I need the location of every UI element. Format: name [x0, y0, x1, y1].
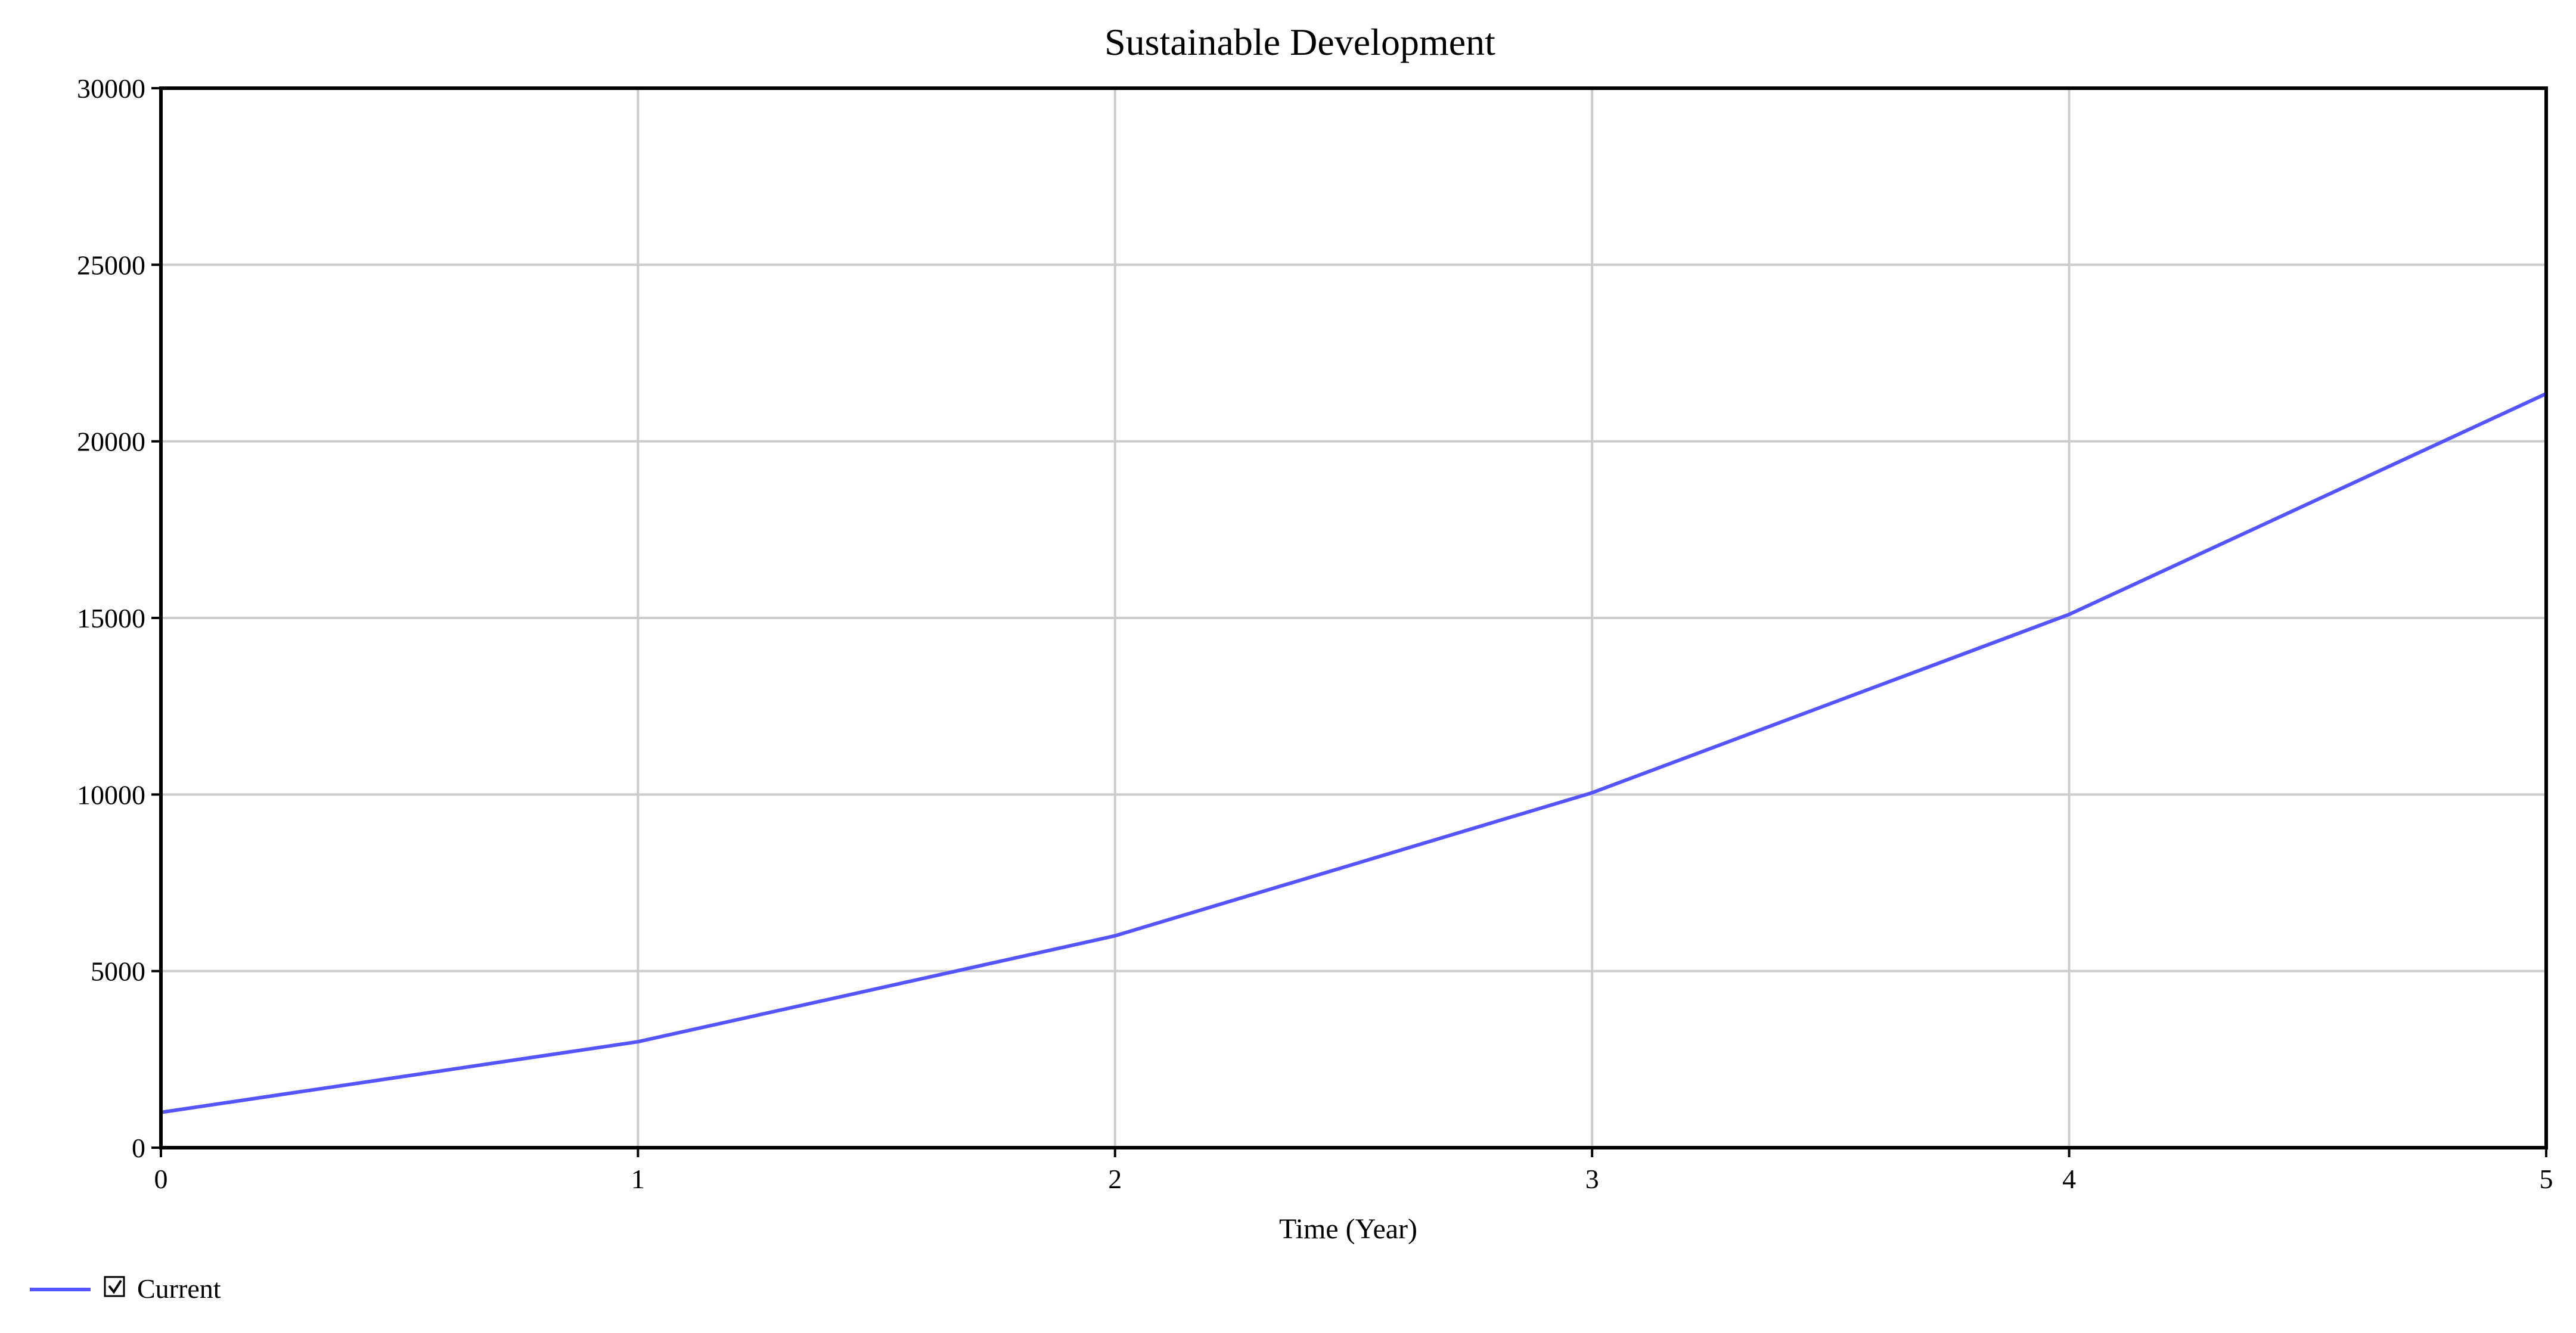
y-tick-label: 15000: [77, 603, 145, 633]
x-tick-label: 5: [2540, 1164, 2553, 1194]
legend-label: Current: [137, 1273, 221, 1304]
y-tick-label: 25000: [77, 250, 145, 280]
y-tick-label: 20000: [77, 427, 145, 457]
x-axis-label: Time (Year): [1279, 1213, 1417, 1245]
y-tick-label: 30000: [77, 73, 145, 104]
x-tick-label: 2: [1108, 1164, 1122, 1194]
y-axis-ticks: 0 5000 10000 15000 20000 25000 30000: [77, 73, 161, 1163]
series-lines: [161, 394, 2546, 1113]
x-tick-label: 3: [1585, 1164, 1599, 1194]
y-tick-label: 0: [132, 1133, 145, 1163]
x-axis-ticks: 0 1 2 3 4 5: [154, 1148, 2553, 1194]
x-tick-label: 1: [631, 1164, 645, 1194]
x-tick-label: 0: [154, 1164, 168, 1194]
series-line-current: [161, 394, 2546, 1113]
legend: Current: [30, 1273, 221, 1304]
x-tick-label: 4: [2062, 1164, 2076, 1194]
gridlines: [161, 88, 2546, 1148]
legend-checkbox[interactable]: [105, 1277, 124, 1296]
y-tick-label: 10000: [77, 779, 145, 810]
checkbox-box[interactable]: [105, 1277, 124, 1296]
y-tick-label: 5000: [91, 956, 145, 987]
chart-title: Sustainable Development: [1104, 21, 1495, 63]
